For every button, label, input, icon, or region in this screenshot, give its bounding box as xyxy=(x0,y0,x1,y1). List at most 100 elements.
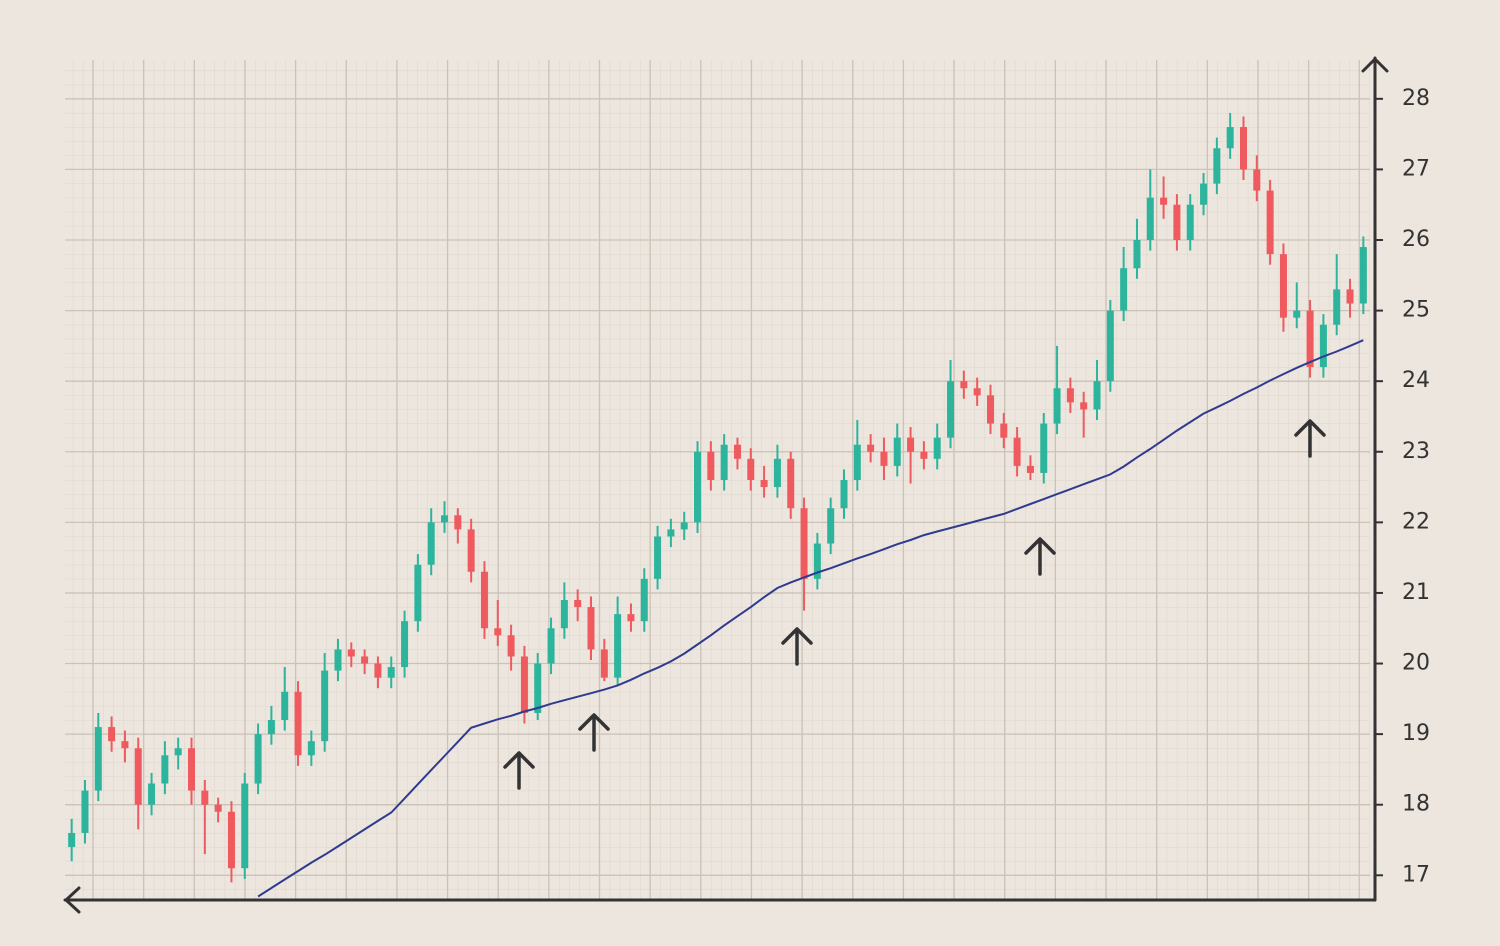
candle-body xyxy=(1026,465,1034,473)
candle-body xyxy=(254,734,262,784)
candle-body xyxy=(294,691,302,756)
candle-body xyxy=(427,522,435,565)
candle-body xyxy=(600,649,608,678)
candle-body xyxy=(1293,310,1301,318)
candle-body xyxy=(1186,204,1194,240)
candle-body xyxy=(787,458,795,509)
candle-body xyxy=(201,790,209,805)
candle-body xyxy=(986,395,994,424)
candle-body xyxy=(694,451,702,523)
candle-body xyxy=(174,748,182,756)
candle-body xyxy=(627,614,635,622)
candle-body xyxy=(361,656,369,664)
y-tick-label: 27 xyxy=(1402,156,1430,181)
candle-body xyxy=(414,564,422,622)
candle-body xyxy=(760,480,768,488)
candle-body xyxy=(1239,127,1247,170)
candle-body xyxy=(853,444,861,480)
y-tick-label: 25 xyxy=(1402,298,1430,323)
candle-body xyxy=(1080,402,1088,410)
candle-body xyxy=(547,628,555,664)
candle-body xyxy=(747,458,755,480)
candle-body xyxy=(214,804,222,812)
candle-body xyxy=(893,437,901,466)
candle-body xyxy=(640,578,648,622)
y-tick-label: 23 xyxy=(1402,439,1430,464)
candle-body xyxy=(1213,148,1221,184)
candle-body xyxy=(813,543,821,579)
candle-body xyxy=(1120,268,1128,311)
candle-body xyxy=(1359,247,1367,304)
candle-body xyxy=(680,522,688,530)
plot xyxy=(68,112,1367,898)
grid xyxy=(65,60,1370,900)
candle-body xyxy=(188,748,196,791)
candle-body xyxy=(534,663,542,713)
candle-body xyxy=(1333,289,1341,325)
y-tick-label: 24 xyxy=(1402,368,1430,393)
candle-body xyxy=(667,529,675,537)
candle-body xyxy=(1319,324,1327,368)
candle-body xyxy=(1266,190,1274,255)
candle-body xyxy=(507,635,515,657)
candle-body xyxy=(520,656,528,713)
candle-body xyxy=(374,663,382,678)
arrow xyxy=(578,713,610,752)
y-tick-label: 26 xyxy=(1402,227,1430,252)
moving-average xyxy=(257,339,1364,898)
candle-body xyxy=(973,388,981,396)
candle-body xyxy=(1306,310,1314,368)
candle-body xyxy=(707,451,715,480)
candle-body xyxy=(241,783,249,869)
arrows xyxy=(503,419,1326,790)
candle-body xyxy=(134,748,142,805)
candle-body xyxy=(267,720,275,735)
y-tick-label: 21 xyxy=(1402,580,1430,605)
y-tick-label: 19 xyxy=(1402,721,1430,746)
candle-body xyxy=(827,508,835,544)
candle-body xyxy=(840,480,848,509)
candle-body xyxy=(1346,289,1354,304)
candle-body xyxy=(947,381,955,438)
candle-body xyxy=(1053,388,1061,424)
candle-body xyxy=(1040,423,1048,473)
candle-body xyxy=(94,727,102,791)
y-tick-label: 28 xyxy=(1402,86,1430,111)
candle-body xyxy=(720,444,728,480)
candle-body xyxy=(880,451,888,466)
candle-body xyxy=(387,667,395,678)
candle-body xyxy=(614,614,622,678)
x-axis xyxy=(63,886,1377,914)
candle-body xyxy=(1200,183,1208,205)
candle-body xyxy=(307,741,315,756)
candle-body xyxy=(1066,388,1074,403)
axes xyxy=(63,56,1389,914)
candle-body xyxy=(654,536,662,579)
candle-body xyxy=(1013,437,1021,466)
candle-body xyxy=(401,621,409,668)
candle-body xyxy=(321,670,329,742)
candle-body xyxy=(454,515,462,530)
candle-body xyxy=(1133,240,1141,269)
arrow xyxy=(503,751,535,790)
candle-body xyxy=(121,741,129,749)
candle-body xyxy=(960,381,968,389)
candle-body xyxy=(68,832,76,848)
y-tick-label: 22 xyxy=(1402,509,1430,534)
candle-body xyxy=(1226,127,1234,149)
y-tick-label: 17 xyxy=(1402,862,1430,887)
candle-body xyxy=(1173,204,1181,240)
candle-body xyxy=(441,515,449,523)
candle-body xyxy=(867,444,875,452)
candle-body xyxy=(587,607,595,650)
candle-body xyxy=(574,600,582,608)
candle-body xyxy=(1000,423,1008,438)
candle-body xyxy=(560,600,568,629)
y-tick-label: 20 xyxy=(1402,651,1430,676)
candle-body xyxy=(1253,169,1261,191)
arrow xyxy=(1294,419,1326,458)
candle-body xyxy=(920,451,928,459)
candle-body xyxy=(1279,254,1287,318)
candle-body xyxy=(1106,310,1114,382)
candle-body xyxy=(161,755,169,784)
